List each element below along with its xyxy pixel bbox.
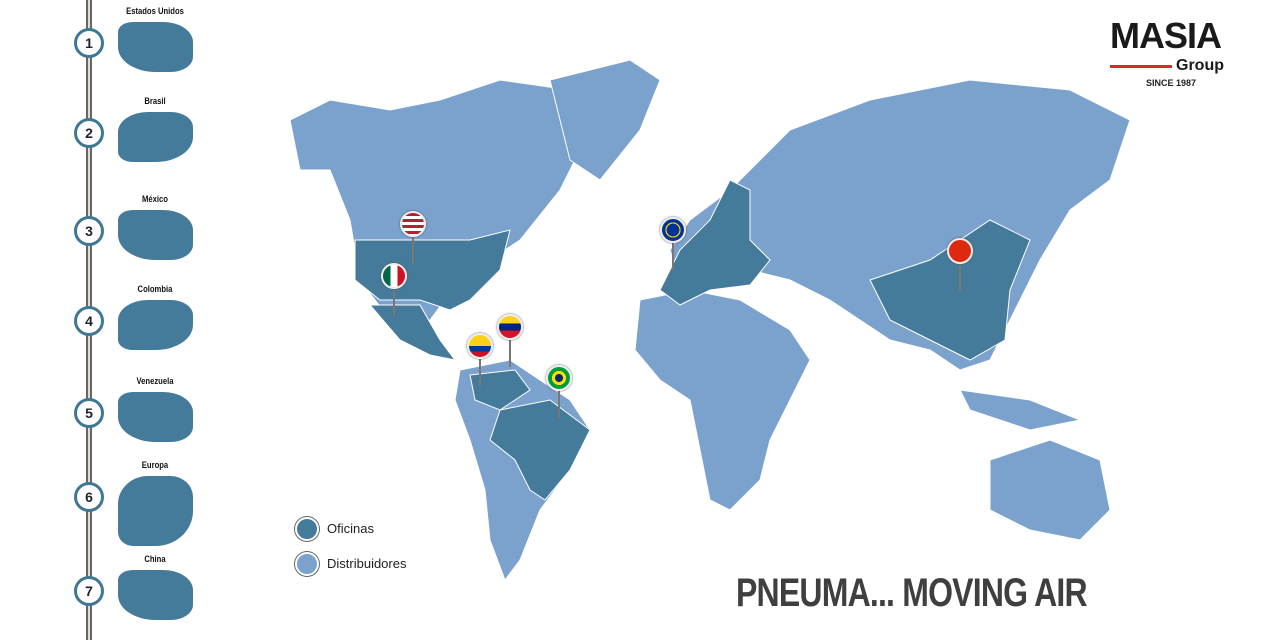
country-label: Estados Unidos [126, 6, 184, 16]
step-1: 1 [74, 28, 104, 58]
colombia-venezuela-shape [469, 369, 531, 411]
legend-offices-label: Oficinas [327, 521, 374, 536]
step-7: 7 [74, 576, 104, 606]
world-map [289, 59, 1131, 582]
venezuela-flag-icon [497, 314, 523, 340]
step-5: 5 [74, 398, 104, 428]
pin-stem [558, 378, 560, 418]
usa-flag-icon [400, 211, 426, 237]
logo-since: SINCE 1987 [1146, 78, 1197, 88]
country-label: China [144, 554, 166, 564]
logo-name: MASIA [1110, 15, 1222, 56]
china-flag-icon [947, 238, 973, 264]
pin-stem [959, 251, 961, 291]
australia [989, 439, 1111, 541]
masia-logo: MASIA Group SINCE 1987 [1110, 18, 1250, 89]
africa [634, 289, 811, 511]
pin-stem [412, 224, 414, 264]
legend-distributors: Distribuidores [295, 552, 406, 576]
country-label: Europa [141, 460, 169, 470]
legend-offices: Oficinas [295, 517, 374, 541]
logo-sub: Group [1176, 57, 1224, 74]
mexico-flag-icon [381, 263, 407, 289]
step-4: 4 [74, 306, 104, 336]
country-silhouette [118, 210, 193, 260]
indonesia [959, 389, 1082, 431]
country-label: Brasil [144, 96, 166, 106]
country-silhouette [118, 22, 193, 72]
usa-shape [354, 229, 511, 311]
brazil-shape [489, 399, 591, 501]
colombia-flag-icon [467, 333, 493, 359]
brazil-flag-icon [546, 365, 572, 391]
eu-flag-icon [660, 217, 686, 243]
country-label: Colombia [137, 284, 173, 294]
step-6: 6 [74, 482, 104, 512]
pin-stem [672, 230, 674, 270]
logo-bar [1110, 64, 1172, 68]
pin-stem [509, 327, 511, 367]
logo-sub-row: Group [1110, 56, 1224, 76]
offices-swatch [295, 517, 319, 541]
country-silhouette [118, 392, 193, 442]
country-silhouette [118, 112, 193, 162]
country-label: México [142, 194, 168, 204]
country-silhouette [118, 300, 193, 350]
mexico-shape [368, 304, 457, 361]
country-silhouette [118, 476, 193, 546]
step-3: 3 [74, 216, 104, 246]
europe-shape [659, 179, 771, 306]
distributors-swatch [295, 552, 319, 576]
pin-stem [393, 276, 395, 316]
greenland [549, 59, 661, 181]
step-2: 2 [74, 118, 104, 148]
legend-distributors-label: Distribuidores [327, 556, 407, 571]
slogan: PNEUMA... MOVING AIR [736, 571, 1088, 615]
country-silhouette [118, 570, 193, 620]
country-label: Venezuela [136, 376, 174, 386]
pin-stem [479, 346, 481, 386]
